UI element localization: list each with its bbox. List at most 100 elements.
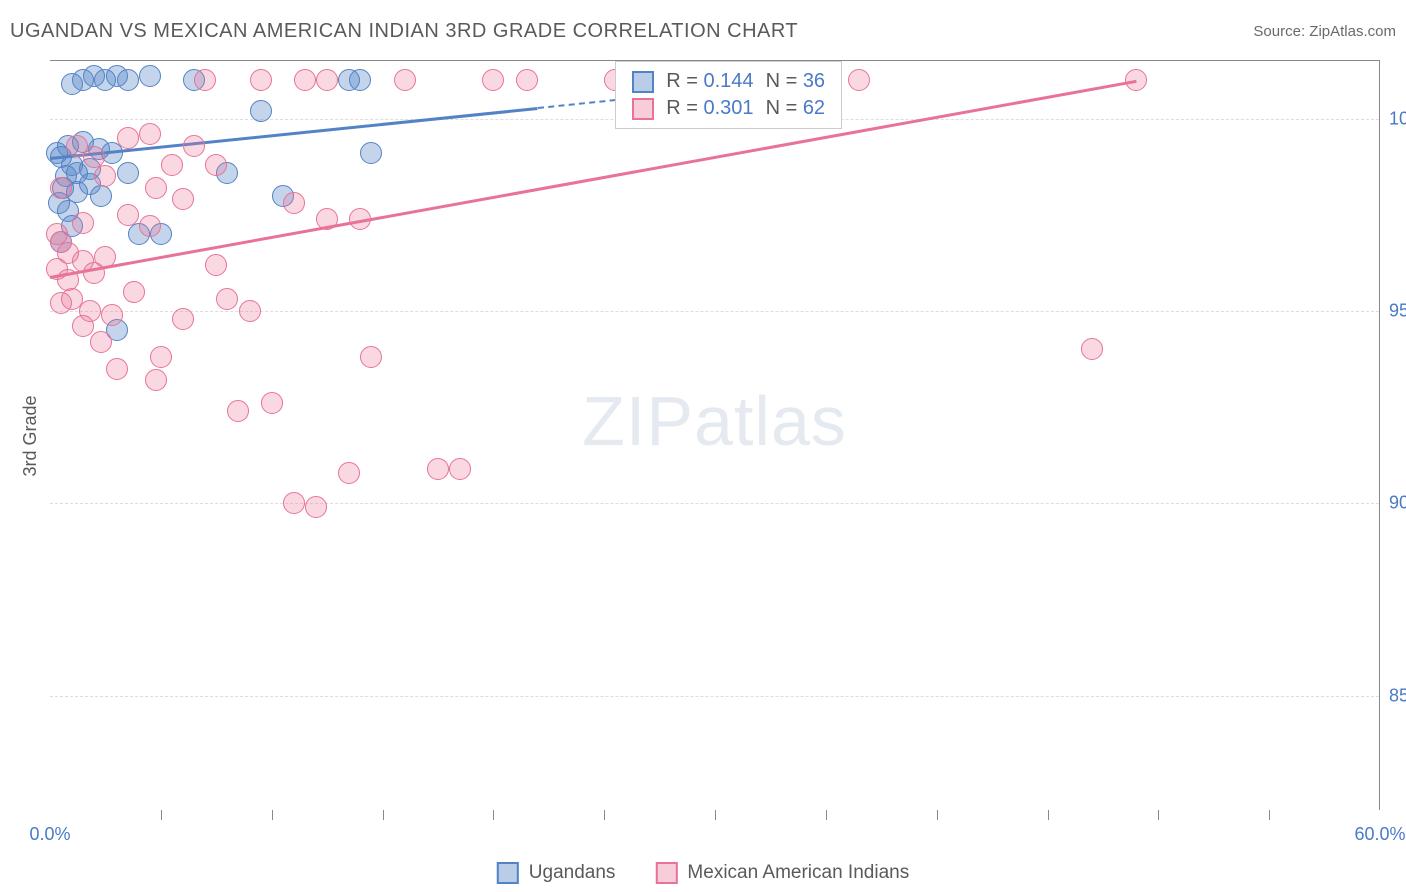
- x-tick: [161, 810, 162, 820]
- data-point: [394, 69, 416, 91]
- data-point: [194, 69, 216, 91]
- data-point: [305, 496, 327, 518]
- corr-swatch: [632, 98, 654, 120]
- trendline: [50, 80, 1137, 279]
- source-link[interactable]: ZipAtlas.com: [1309, 23, 1396, 40]
- x-tick: [715, 810, 716, 820]
- data-point: [250, 69, 272, 91]
- legend-item-ugandans: Ugandans: [497, 862, 616, 884]
- x-tick: [604, 810, 605, 820]
- x-tick: [493, 810, 494, 820]
- y-tick-label: 85.0%: [1389, 685, 1406, 706]
- data-point: [239, 300, 261, 322]
- data-point: [139, 65, 161, 87]
- y-tick-label: 95.0%: [1389, 301, 1406, 322]
- data-point: [50, 177, 72, 199]
- x-tick: [1048, 810, 1049, 820]
- watermark-zip: ZIP: [582, 382, 694, 460]
- y-tick-label: 90.0%: [1389, 493, 1406, 514]
- chart-title: UGANDAN VS MEXICAN AMERICAN INDIAN 3RD G…: [10, 20, 798, 43]
- legend-item-mexican: Mexican American Indians: [655, 862, 909, 884]
- data-point: [338, 462, 360, 484]
- x-tick: [826, 810, 827, 820]
- data-point: [101, 304, 123, 326]
- legend-label-ugandans: Ugandans: [529, 862, 616, 884]
- corr-r-value: 0.301: [704, 97, 754, 119]
- data-point: [117, 162, 139, 184]
- data-point: [205, 154, 227, 176]
- source-attribution: Source: ZipAtlas.com: [1253, 23, 1396, 40]
- chart-header: UGANDAN VS MEXICAN AMERICAN INDIAN 3RD G…: [10, 20, 1396, 43]
- data-point: [216, 288, 238, 310]
- data-point: [150, 346, 172, 368]
- data-point: [172, 308, 194, 330]
- data-point: [145, 177, 167, 199]
- data-point: [183, 135, 205, 157]
- data-point: [106, 358, 128, 380]
- data-point: [50, 292, 72, 314]
- x-tick: [383, 810, 384, 820]
- data-point: [46, 223, 68, 245]
- x-tick-label: 60.0%: [1354, 824, 1405, 845]
- data-point: [94, 165, 116, 187]
- correlation-row: R = 0.301N = 62: [632, 95, 825, 122]
- chart-plot-area: 3rd Grade ZIPatlas 100.0%95.0%90.0%85.0%…: [50, 60, 1380, 810]
- gridline: [50, 696, 1379, 697]
- data-point: [72, 315, 94, 337]
- y-tick-label: 100.0%: [1389, 108, 1406, 129]
- source-prefix: Source:: [1253, 23, 1309, 40]
- data-point: [283, 492, 305, 514]
- data-point: [294, 69, 316, 91]
- data-point: [349, 69, 371, 91]
- correlation-box: R = 0.144 N = 36R = 0.301N = 62: [615, 61, 842, 129]
- data-point: [72, 212, 94, 234]
- data-point: [360, 346, 382, 368]
- data-point: [1081, 338, 1103, 360]
- data-point: [90, 185, 112, 207]
- data-point: [449, 458, 471, 480]
- corr-n-value: 62: [803, 97, 825, 119]
- corr-swatch: [632, 71, 654, 93]
- data-point: [482, 69, 504, 91]
- data-point: [117, 204, 139, 226]
- data-point: [848, 69, 870, 91]
- corr-r-label: R = 0.144: [666, 70, 753, 93]
- watermark: ZIPatlas: [582, 381, 847, 461]
- corr-n-value: 36: [803, 70, 825, 92]
- data-point: [123, 281, 145, 303]
- x-tick: [1158, 810, 1159, 820]
- data-point: [139, 215, 161, 237]
- data-point: [172, 188, 194, 210]
- data-point: [227, 400, 249, 422]
- data-point: [516, 69, 538, 91]
- data-point: [90, 331, 112, 353]
- legend-label-mexican: Mexican American Indians: [687, 862, 909, 884]
- data-point: [427, 458, 449, 480]
- data-point: [145, 369, 167, 391]
- data-point: [360, 142, 382, 164]
- gridline: [50, 503, 1379, 504]
- x-tick-label: 0.0%: [29, 824, 70, 845]
- data-point: [261, 392, 283, 414]
- trendline-dash: [538, 99, 616, 109]
- data-point: [117, 127, 139, 149]
- data-point: [250, 100, 272, 122]
- data-point: [283, 192, 305, 214]
- corr-r-label: R = 0.301: [666, 97, 753, 120]
- legend-swatch-mexican: [655, 862, 677, 884]
- data-point: [117, 69, 139, 91]
- data-point: [205, 254, 227, 276]
- correlation-row: R = 0.144 N = 36: [632, 68, 825, 95]
- data-point: [66, 135, 88, 157]
- data-point: [161, 154, 183, 176]
- y-axis-label: 3rd Grade: [20, 395, 41, 476]
- x-tick: [1269, 810, 1270, 820]
- corr-n-label: N = 36: [766, 70, 826, 93]
- watermark-atlas: atlas: [694, 382, 847, 460]
- corr-r-value: 0.144: [704, 70, 754, 92]
- legend-swatch-ugandans: [497, 862, 519, 884]
- x-tick: [272, 810, 273, 820]
- chart-legend: Ugandans Mexican American Indians: [497, 862, 909, 884]
- x-tick: [937, 810, 938, 820]
- data-point: [316, 69, 338, 91]
